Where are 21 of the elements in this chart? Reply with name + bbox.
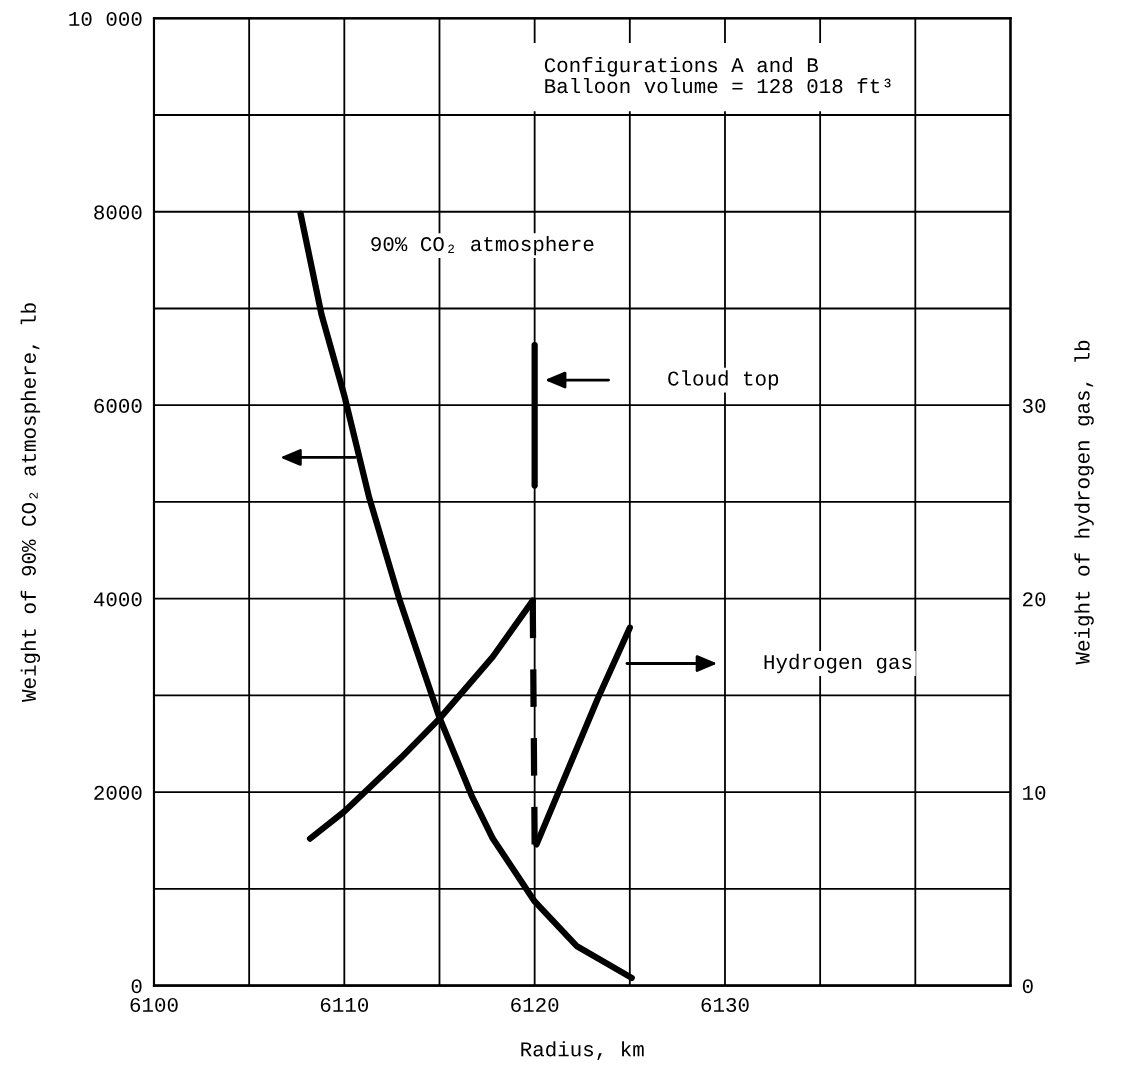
- y-tick-label: 0: [131, 979, 142, 994]
- x-tick-label: 6100: [130, 997, 178, 1013]
- y2-tick-label: 0: [1022, 979, 1033, 994]
- y-tick-label: 2000: [94, 785, 142, 800]
- y-tick-label: 10 000: [69, 11, 142, 27]
- y2-tick-label: 30: [1022, 398, 1046, 413]
- annotation: Hydrogen gas: [764, 653, 912, 674]
- y2-tick-label: 20: [1023, 592, 1046, 607]
- annotation: Cloud top: [668, 370, 779, 390]
- y-tick-label: 8000: [94, 205, 142, 220]
- x-axis-title: Radius, km: [521, 1041, 644, 1060]
- y-tick-label: 4000: [93, 592, 142, 607]
- y2-tick-label: 10: [1023, 785, 1046, 800]
- x-tick-label: 6110: [320, 997, 369, 1013]
- y-axis-title: Weight of 90% CO₂ atmosphere, lb: [20, 303, 41, 703]
- y2-axis-title: Weight of hydrogen gas, lb: [1074, 340, 1094, 665]
- annotation: 90% CO₂ atmosphere: [371, 235, 594, 256]
- y-tick-label: 6000: [94, 398, 142, 413]
- x-tick-label: 6130: [701, 997, 749, 1013]
- annotation: Configurations A and B Balloon volume = 128 018 ft³: [544, 56, 891, 94]
- x-tick-label: 6120: [511, 997, 559, 1013]
